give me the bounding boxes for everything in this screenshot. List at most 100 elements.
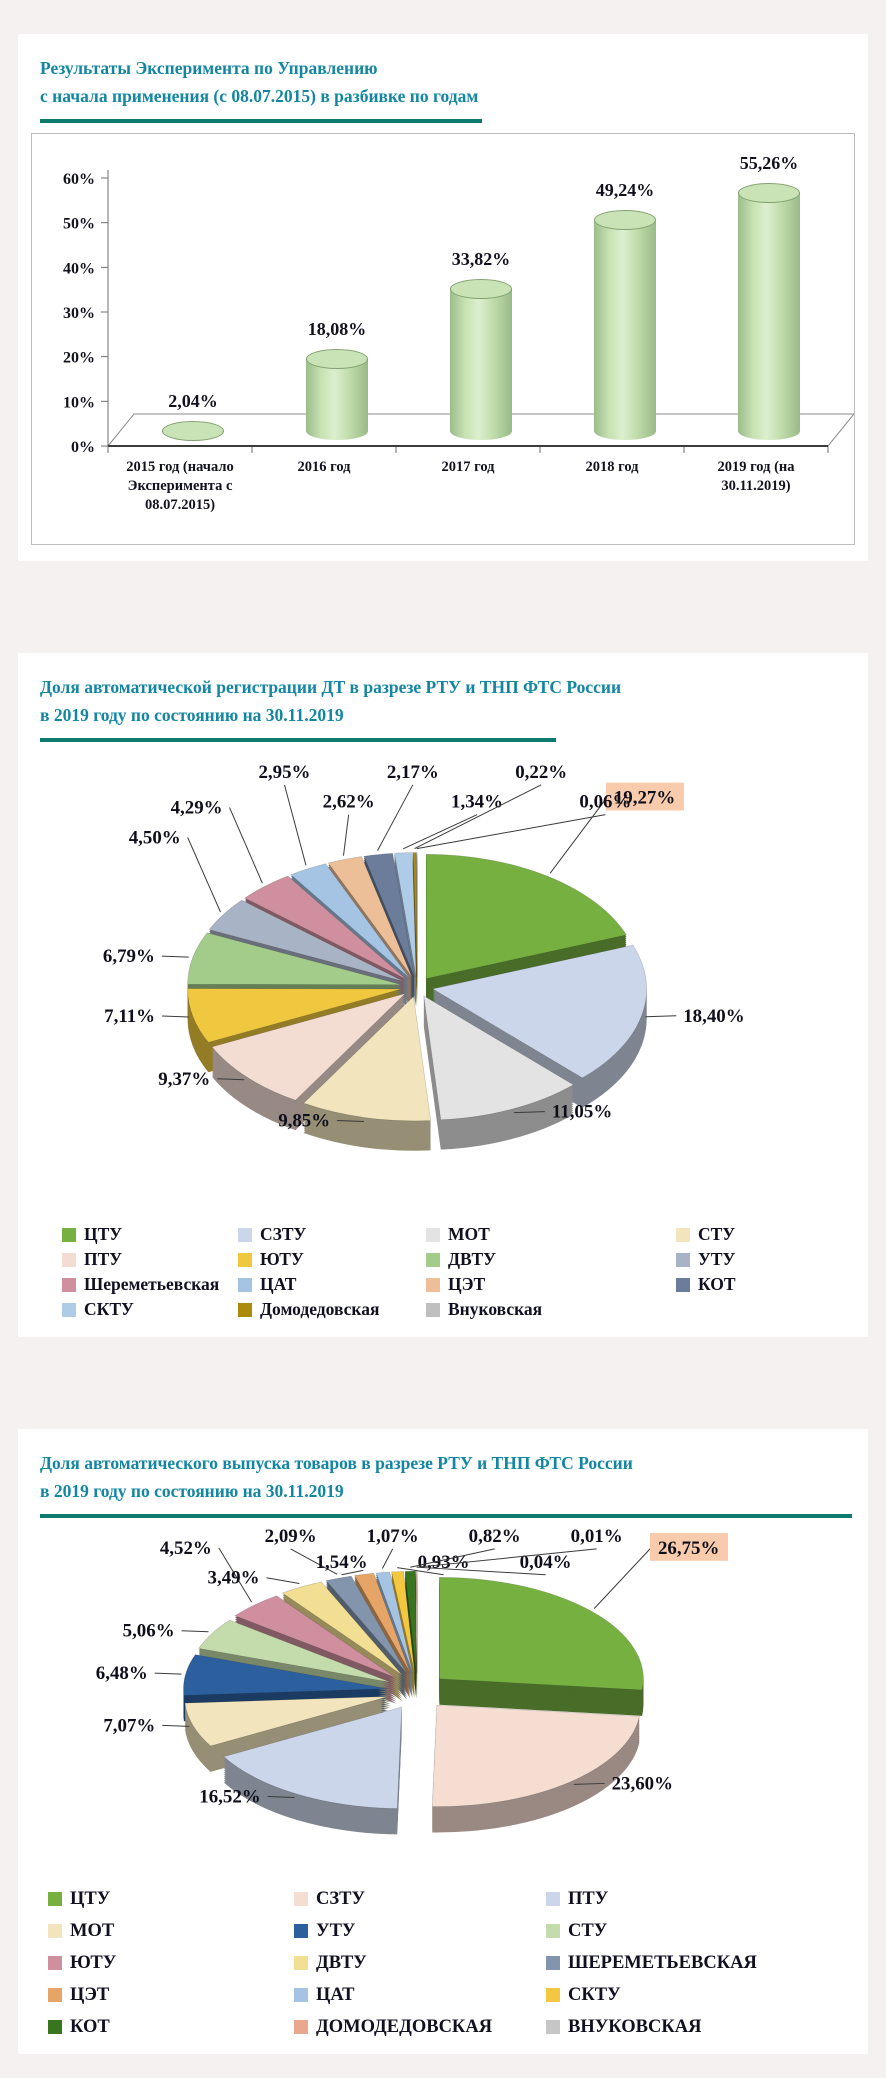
x-axis-label: 2015 год (начало Эксперимента с 08.07.20… [126,459,234,513]
legend-label: ЦЭТ [70,1984,110,2005]
pie-slice-value-label: 9,37% [158,1069,210,1090]
x-axis-label: 2018 год [585,459,639,475]
y-axis-tick: 50% [63,216,95,233]
bar-chart-title-block: Результаты Эксперимента по Управлению с … [18,46,868,127]
bar-cylinder [450,288,512,440]
pie-slice-value-label: 18,40% [683,1006,744,1027]
pie-slice-value-label: 4,29% [171,797,223,818]
pie-slice-value-label: 2,09% [265,1526,317,1547]
pie-slice-value-label: 6,48% [96,1663,148,1684]
legend-item: ЦТУ [48,1888,294,1910]
legend-label: ШЕРЕМЕТЬЕВСКАЯ [568,1952,757,1973]
legend-label: МОТ [70,1920,115,1941]
legend-label: ЦАТ [316,1984,355,2005]
legend-label: ЮТУ [260,1249,304,1270]
legend-swatch [294,2020,308,2034]
legend-label: КОТ [70,2016,110,2037]
title-underline [40,1513,852,1518]
bar-cylinder-top [738,183,800,204]
bar-cylinder-top [594,210,656,231]
pie-registration-title-block: Доля автоматической регистрации ДТ в раз… [18,665,868,746]
legend-swatch [238,1252,252,1267]
legend-swatch [48,1956,62,1970]
legend-swatch [546,1924,560,1938]
y-axis-tick: 10% [63,394,95,411]
legend-item: ЮТУ [238,1249,426,1271]
legend-label: КОТ [698,1274,736,1295]
pie-slice-value-label: 2,95% [258,762,310,783]
pie-slice-value-label: 4,50% [129,827,181,848]
legend-swatch [294,1956,308,1970]
pie-registration-legend: ЦТУ СЗТУ МОТ СТУ ПТУ ЮТУ ДВТУ УТУ Шереметьевская… [18,1224,868,1321]
pie-chart-release: 26,75% 23,60% 16,52% 7,07% 6,48% 5,06% 4,52% 3,… [96,1526,729,1835]
pie-slice-value-label: 1,07% [367,1526,419,1547]
y-axis-tick: 30% [63,305,95,322]
legend-item: ЮТУ [48,1952,294,1974]
legend-item: Шереметьевская [62,1274,238,1296]
legend-label: ЦТУ [84,1224,123,1245]
legend-swatch [676,1227,690,1242]
legend-label: СЗТУ [260,1224,307,1245]
y-axis-tick: 60% [63,171,95,188]
pie-slice-value-label: 3,49% [208,1567,260,1588]
legend-label: СТУ [698,1224,736,1245]
legend-item: УТУ [676,1249,868,1271]
legend-item: ЦАТ [238,1274,426,1296]
legend-swatch [546,2020,560,2034]
bar-value-label: 2,04% [168,390,218,411]
pie-release-subtitle: в 2019 году по состоянию на 30.11.2019 [40,1480,344,1501]
legend-swatch [238,1277,252,1292]
bar-value-label: 49,24% [595,180,655,201]
legend-swatch [62,1277,76,1292]
pie-release-title: Доля автоматического выпуска товаров в р… [40,1452,633,1473]
legend-label: УТУ [316,1920,356,1941]
legend-item: ПТУ [62,1249,238,1271]
legend-label: ПТУ [568,1888,609,1909]
bar-chart-subtitle: с начала применения (с 08.07.2015) в раз… [40,86,479,106]
legend-label: ЦЭТ [448,1274,486,1295]
pie-slice-value-label: 5,06% [123,1620,175,1641]
pie-slice-value-label: 0,04% [520,1552,572,1573]
pie-release-legend: ЦТУ СЗТУ ПТУ МОТ УТУ СТУ ЮТУ ДВТУ ШЕРЕМЕТЬЕВСКАЯ… [18,1888,868,2038]
legend-label: СТУ [568,1920,608,1941]
legend-swatch [48,1924,62,1938]
y-axis-tick: 0% [71,439,95,456]
legend-label: СКТУ [84,1299,134,1320]
legend-item: ДВТУ [426,1249,676,1271]
title-underline [40,119,482,123]
legend-label: ЦТУ [70,1888,111,1909]
legend-label: ПТУ [84,1249,123,1270]
legend-swatch [426,1227,440,1242]
pie-slice-value-label: 4,52% [160,1538,212,1559]
legend-label: Домодедовская [260,1299,380,1320]
legend-swatch [546,1892,560,1906]
pie-slice-value-label: 2,62% [323,792,375,813]
legend-swatch [48,2020,62,2034]
pie-labels: 19,27% 18,40% 11,05% 9,85% 9,37% 7,11% 6,79% 4,… [103,762,745,1132]
title-underline [40,738,556,742]
legend-swatch [676,1252,690,1267]
bar-chart-plot: 0% 10% 20% 30% 40% 50% 60% 2,04% 2015 год (начал… [31,133,855,545]
legend-swatch [238,1227,252,1242]
legend-item: СКТУ [546,1984,868,2006]
legend-label: ДОМОДЕДОВСКАЯ [316,2016,493,2037]
x-axis-label: 2017 год [441,459,495,475]
pie-slice-value-label: 0,06% [579,792,631,813]
legend-swatch [546,1956,560,1970]
bar-chart-card: Результаты Эксперимента по Управлению с … [18,34,868,561]
pie-slice-value-label: 19,27% [614,788,675,809]
pie-slice-value-label: 1,34% [451,792,503,813]
legend-item: ЦТУ [62,1224,238,1246]
legend-item: ДВТУ [294,1952,546,1974]
legend-item: МОТ [426,1224,676,1246]
bar-value-label: 18,08% [307,319,367,340]
pie-slice-value-label: 16,52% [199,1786,260,1807]
bar-value-label: 33,82% [451,248,511,269]
pie-registration-title: Доля автоматической регистрации ДТ в раз… [40,677,622,697]
legend-item: ДОМОДЕДОВСКАЯ [294,2016,546,2038]
pie-slice-value-label: 2,17% [387,762,439,783]
legend-item: ПТУ [546,1888,868,1910]
legend-item: СТУ [546,1920,868,1942]
legend-item: Внуковская [426,1299,676,1321]
legend-swatch [546,1988,560,2002]
